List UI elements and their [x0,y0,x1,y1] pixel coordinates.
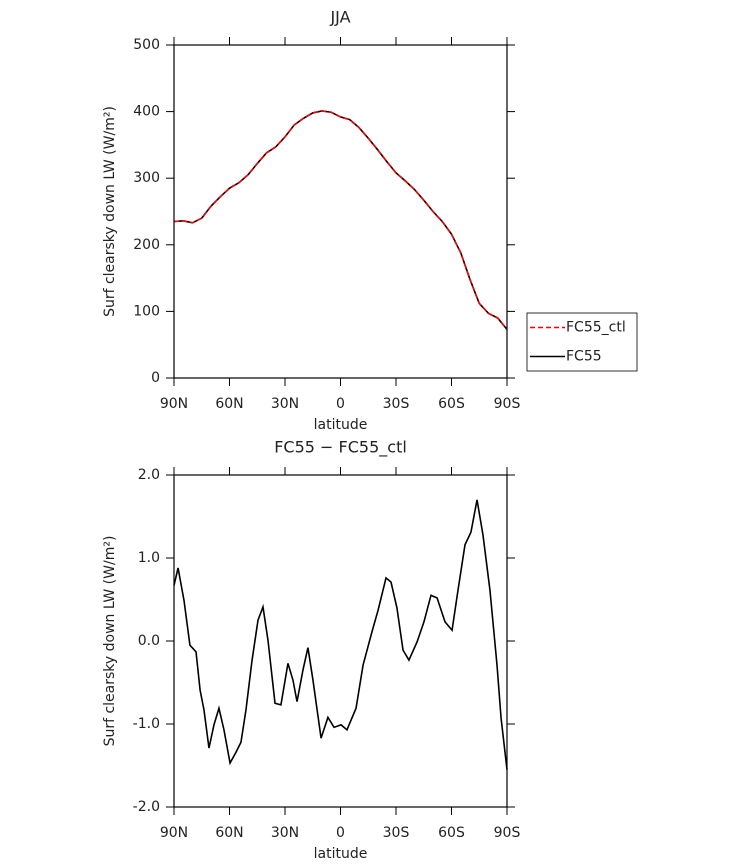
y-tick-label: -1.0 [133,716,160,732]
y-tick-label: 500 [133,37,160,53]
series-line [173,110,508,330]
y-tick-label: 200 [133,237,160,253]
x-tick-label: 0 [336,396,345,412]
y-tick-label: 0 [151,370,160,386]
legend-box [526,312,638,372]
y-tick-label: -2.0 [133,799,160,815]
y-axis-label: Surf clearsky down LW (W/m²) [102,536,118,747]
y-axis-label: Surf clearsky down LW (W/m²) [102,106,118,317]
x-tick-label: 60S [438,825,465,841]
x-axis-label: latitude [314,846,368,862]
x-tick-label: 90N [160,825,188,841]
x-tick-label: 30N [271,825,299,841]
x-tick-label: 90N [160,396,188,412]
series-line [173,499,508,770]
x-tick-label: 60S [438,396,465,412]
x-tick-label: 0 [336,825,345,841]
y-tick-label: 100 [133,303,160,319]
y-tick-label: 300 [133,170,160,186]
plot-frame [173,44,508,379]
y-tick-label: 400 [133,104,160,120]
x-tick-label: 30N [271,396,299,412]
x-tick-label: 30S [383,396,410,412]
chart-title: JJA [329,8,350,27]
y-tick-label: 0.0 [138,633,160,649]
legend-label: FC55_ctl [566,320,626,336]
x-tick-label: 30S [383,825,410,841]
plot-frame [173,474,508,808]
chart-title: FC55 − FC55_ctl [274,438,407,458]
x-tick-label: 90S [494,825,521,841]
x-tick-label: 60N [215,825,243,841]
y-tick-label: 1.0 [138,550,160,566]
x-axis-label: latitude [314,417,368,433]
legend-label: FC55 [566,349,602,365]
y-tick-label: 2.0 [138,467,160,483]
x-tick-label: 60N [215,396,243,412]
series-line [173,110,508,330]
x-tick-label: 90S [494,396,521,412]
